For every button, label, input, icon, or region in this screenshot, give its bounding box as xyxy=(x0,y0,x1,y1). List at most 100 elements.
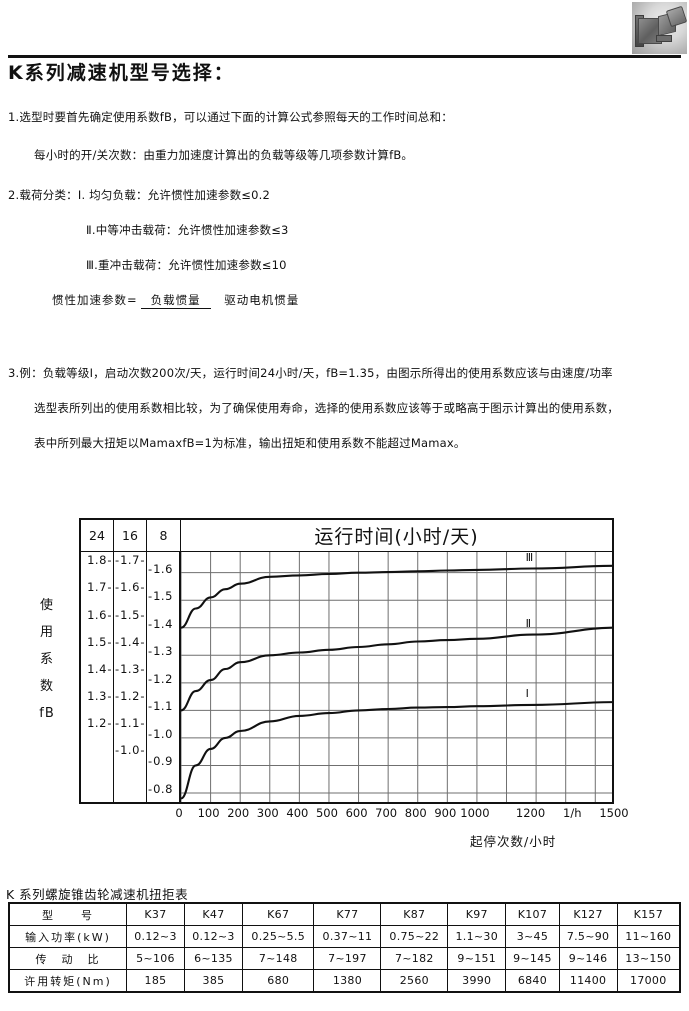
page-title: K系列减速机型号选择： xyxy=(8,62,235,84)
paragraph-example-3: 表中所列最大扭矩以MamaxfB=1为标准，输出扭矩和使用系数不能超过Mamax… xyxy=(34,436,466,450)
spec-cell-r1-c0: 0.12~3 xyxy=(126,925,185,948)
y-tick-16h-1.5: 1.5- - xyxy=(115,607,145,622)
x-tick-1500: 1500 xyxy=(599,806,629,820)
spec-table: 型 号 K37 K47 K67 K77 K87 K97 K107 K127 K157 输入功率(kW… xyxy=(8,902,681,993)
y-tick-dash-left: - xyxy=(148,644,153,659)
y-tick-16h-1.2: 1.2- - xyxy=(115,688,145,703)
spec-cell-r2-c8: 13~150 xyxy=(616,947,681,970)
y-tick-16h-1.0: 1.0- - xyxy=(115,743,145,758)
y-axis-char-2: 系 xyxy=(39,652,54,667)
formula-denominator: 驱动电机惯量 xyxy=(224,293,300,307)
spec-cell-r1-c1: 0.12~3 xyxy=(183,925,243,948)
x-tick-1200: 1200 xyxy=(515,806,546,820)
chart-series-label-ii: Ⅱ xyxy=(525,616,533,630)
y-tick-dash-left: - xyxy=(115,661,120,676)
spec-cell-r0-c7: K127 xyxy=(558,902,618,926)
y-tick-dash: - xyxy=(107,634,112,649)
spec-cell-r3-c0: 185 xyxy=(126,969,185,993)
spec-cell-r1-c2: 0.25~5.5 xyxy=(241,925,315,948)
paragraph-selection-factor: 1.选型时要首先确定使用系数fB，可以通过下面的计算公式参照每天的工作时间总和： xyxy=(8,110,453,124)
y-tick-dash: - xyxy=(107,607,112,622)
usage-factor-chart: 24 16 8 运行时间(小时/天) 1.8-1.7-1.6-1.5-1.4-1… xyxy=(79,518,614,804)
y-tick-24h-1.4: 1.4- xyxy=(87,661,112,676)
spec-cell-r2-c3: 7~197 xyxy=(313,947,382,970)
spec-row-header: 输入功率(kW) xyxy=(8,925,127,948)
chart-title: 运行时间(小时/天) xyxy=(314,526,479,548)
spec-cell-r0-c6: K107 xyxy=(505,902,560,926)
y-tick-8h-1.3: 1.3- xyxy=(148,644,173,659)
chart-y-axis-label: 使 用 系 数 fB xyxy=(32,592,62,727)
chart-header-row: 24 16 8 运行时间(小时/天) xyxy=(81,520,612,552)
y-tick-dash-left: - xyxy=(115,580,120,595)
y-axis-char-4: fB xyxy=(39,706,55,721)
y-tick-dash-left: - xyxy=(148,671,153,686)
paragraph-load-class-3: Ⅲ.重冲击载荷：允许惯性加速参数≤10 xyxy=(86,258,287,272)
paragraph-load-class-1: 2.载荷分类：Ⅰ. 均匀负载：允许惯性加速参数≤0.2 xyxy=(8,188,270,202)
formula-fraction: 负载惯量 驱动电机惯量 xyxy=(140,292,310,309)
y-tick-dash: - xyxy=(140,607,145,622)
spec-cell-r3-c5: 3990 xyxy=(447,969,507,993)
spec-table-grid: 型 号 K37 K47 K67 K77 K87 K97 K107 K127 K157 输入功率(kW… xyxy=(8,902,681,993)
x-tick-900: 900 xyxy=(434,806,457,820)
y-tick-8h-1.2: 1.2- xyxy=(148,671,173,686)
spec-cell-r2-c7: 9~146 xyxy=(558,947,618,970)
x-tick-700: 700 xyxy=(375,806,398,820)
y-tick-dash-left: - xyxy=(148,699,153,714)
y-tick-8h-1.1: 1.1- xyxy=(148,699,173,714)
spec-cell-r2-c6: 9~145 xyxy=(505,947,560,970)
spec-cell-r3-c2: 680 xyxy=(241,969,315,993)
y-tick-dash-left: - xyxy=(148,781,153,796)
chart-curve-iii xyxy=(181,564,612,629)
spec-row-header: 型 号 xyxy=(8,902,127,926)
x-tick-800: 800 xyxy=(404,806,427,820)
spec-cell-r1-c6: 3~45 xyxy=(505,925,560,948)
spec-cell-r0-c2: K67 xyxy=(241,902,315,926)
y-tick-16h-1.4: 1.4- - xyxy=(115,634,145,649)
y-axis-char-3: 数 xyxy=(39,679,54,694)
y-tick-dash: - xyxy=(107,661,112,676)
x-tick-100: 100 xyxy=(197,806,220,820)
gearbox-product-photo xyxy=(632,2,687,54)
spec-cell-r3-c4: 2560 xyxy=(380,969,449,993)
y-tick-24h-1.6: 1.6- xyxy=(87,607,112,622)
y-tick-dash: - xyxy=(140,634,145,649)
spec-cell-r3-c1: 385 xyxy=(183,969,243,993)
x-tick-500: 500 xyxy=(315,806,338,820)
y-tick-dash-left: - xyxy=(115,688,120,703)
spec-cell-r3-c7: 11400 xyxy=(558,969,618,993)
spec-cell-r1-c5: 1.1~30 xyxy=(447,925,507,948)
y-tick-dash-left: - xyxy=(115,553,120,568)
y-tick-dash: - xyxy=(107,580,112,595)
paragraph-example-2: 选型表所列出的使用系数相比较，为了确保使用寿命，选择的使用系数应该等于或略高于图… xyxy=(34,401,619,415)
x-tick-600: 600 xyxy=(345,806,368,820)
y-tick-dash-left: - xyxy=(148,561,153,576)
y-tick-dash: - xyxy=(140,688,145,703)
y-tick-dash-left: - xyxy=(115,607,120,622)
y-scale-column-24h: 1.8- 1.7- 1.6- 1.5- 1.4- 1.3- 1.2- xyxy=(81,552,114,802)
y-tick-24h-1.7: 1.7- xyxy=(87,580,112,595)
y-tick-8h-1.6: 1.6- xyxy=(148,561,173,576)
spec-cell-r0-c0: K37 xyxy=(126,902,185,926)
formula-lead-label: 惯性加速参数= xyxy=(52,293,138,307)
title-divider xyxy=(8,55,681,58)
x-tick-200: 200 xyxy=(227,806,250,820)
y-tick-dash-left: - xyxy=(115,634,120,649)
spec-cell-r1-c4: 0.75~22 xyxy=(380,925,449,948)
spec-cell-r2-c5: 9~151 xyxy=(447,947,507,970)
y-tick-dash: - xyxy=(140,580,145,595)
y-tick-dash-left: - xyxy=(148,726,153,741)
x-tick-1000: 1000 xyxy=(460,806,490,820)
spec-cell-r0-c3: K77 xyxy=(313,902,382,926)
scale-header-24h: 24 xyxy=(81,520,114,551)
table-row: 许用转矩(Nm) 185 385 680 1380 2560 3990 6840 11400 17… xyxy=(8,969,681,993)
y-tick-dash-left: - xyxy=(148,616,153,631)
spec-cell-r0-c1: K47 xyxy=(183,902,243,926)
y-tick-8h-1.5: 1.5- xyxy=(148,589,173,604)
y-axis-char-0: 使 xyxy=(39,598,54,613)
chart-x-axis-ticks: 0 100 200 300 400 500 600 700 800 900 1000 1200 1500… xyxy=(79,806,628,824)
y-axis-char-1: 用 xyxy=(39,625,54,640)
chart-plot-area: Ⅲ Ⅱ Ⅰ xyxy=(181,552,612,802)
spec-cell-r0-c5: K97 xyxy=(447,902,507,926)
formula-numerator: 负载惯量 xyxy=(140,293,211,309)
chart-curve-i xyxy=(181,701,612,800)
